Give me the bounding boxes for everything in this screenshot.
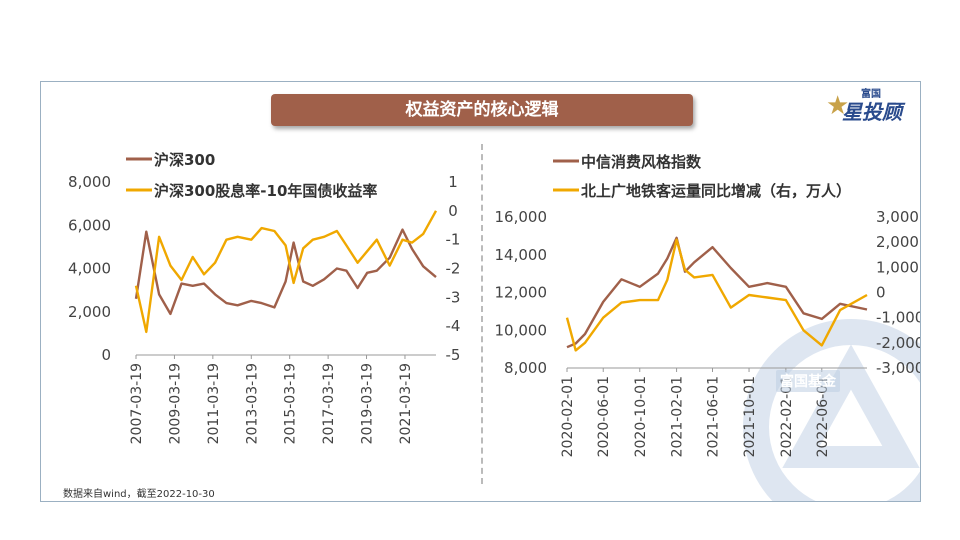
series-line-1: [566, 236, 868, 349]
y-right-tick-label: -2: [446, 260, 461, 278]
slide-frame: 权益资产的核心逻辑 ★ 富国 星投顾 0 2,000 4,000 6,000 8,000…: [40, 81, 921, 502]
series-line-1: [134, 228, 437, 316]
source-note: 数据来自wind，截至2022-10-30: [63, 489, 215, 500]
page-title: 权益资产的核心逻辑: [271, 94, 693, 126]
y-right-tick-label: -3,000: [876, 359, 921, 377]
y-right-tick-label: -1,000: [876, 309, 921, 327]
logo-big-text: 星投顾: [842, 100, 902, 124]
star-icon: ★: [826, 91, 850, 121]
legend-label: 沪深300: [154, 151, 215, 169]
y-right-tick-label: -5: [446, 346, 461, 364]
y-left-tick-label: 14,000: [495, 246, 548, 264]
y-right-tick-label: 1,000: [876, 258, 919, 276]
x-tick-label: 2021-10-01: [742, 376, 758, 457]
x-tick-label: 2009-03-19: [167, 363, 183, 444]
x-tick-label: 2019-03-19: [360, 363, 376, 444]
watermark-text: 富国基金: [776, 370, 840, 392]
x-tick-label: 2007-03-19: [129, 363, 145, 444]
x-tick-label: 2011-03-19: [206, 363, 222, 444]
x-tick-label: 2013-03-19: [244, 363, 260, 444]
legend-label: 北上广地铁客运量同比增减（右，万人）: [581, 182, 851, 200]
y-right-tick-label: -2,000: [876, 334, 921, 352]
y-left-tick-label: 0: [101, 346, 111, 364]
y-left-tick-label: 6,000: [68, 216, 111, 234]
chart-left: 0 2,000 4,000 6,000 8,000 -5 -4 -3 -2 -1 0 1 2007-03…: [68, 151, 461, 444]
y-right-tick-label: 2,000: [876, 233, 919, 251]
y-right-tick-label: 3,000: [876, 208, 919, 226]
x-tick-label: 2021-06-01: [706, 376, 722, 457]
legend-label: 沪深300股息率-10年国债收益率: [154, 182, 377, 200]
y-right-tick-label: 0: [448, 202, 458, 220]
x-tick-label: 2020-10-01: [633, 376, 649, 457]
x-tick-label: 2021-02-01: [670, 376, 686, 457]
x-tick-label: 2022-02-01: [779, 376, 795, 457]
x-tick-label: 2020-02-01: [560, 376, 576, 457]
legend-label: 中信消费风格指数: [581, 153, 702, 171]
series-line-2: [134, 210, 438, 334]
y-right-tick-label: 0: [876, 284, 886, 302]
y-left-tick-label: 2,000: [68, 303, 111, 321]
y-left-tick-label: 8,000: [504, 359, 547, 377]
x-tick-label: 2017-03-19: [321, 363, 337, 444]
y-right-tick-label: 1: [448, 173, 458, 191]
y-left-tick-label: 4,000: [68, 260, 111, 278]
x-tick-label: 2015-03-19: [283, 363, 299, 444]
y-left-tick-label: 12,000: [495, 284, 548, 302]
y-left-tick-label: 16,000: [495, 208, 548, 226]
brand-logo: ★ 富国 星投顾: [826, 85, 916, 125]
x-tick-label: 2020-06-01: [596, 376, 612, 457]
y-right-tick-label: -1: [446, 231, 461, 249]
series-line-2: [565, 238, 868, 352]
y-right-tick-label: -4: [446, 317, 461, 335]
watermark-logo-icon: [743, 319, 920, 501]
chart-divider: [481, 144, 483, 484]
y-left-tick-label: 10,000: [495, 321, 548, 339]
y-right-tick-label: -3: [446, 288, 461, 306]
x-tick-label: 2022-06-01: [815, 376, 831, 457]
x-tick-label: 2021-03-19: [398, 363, 414, 444]
logo-small-text: 富国: [861, 89, 881, 100]
chart-right: 8,000 10,000 12,000 14,000 16,000 -3,000 -2,00…: [495, 153, 921, 457]
y-left-tick-label: 8,000: [68, 173, 111, 191]
